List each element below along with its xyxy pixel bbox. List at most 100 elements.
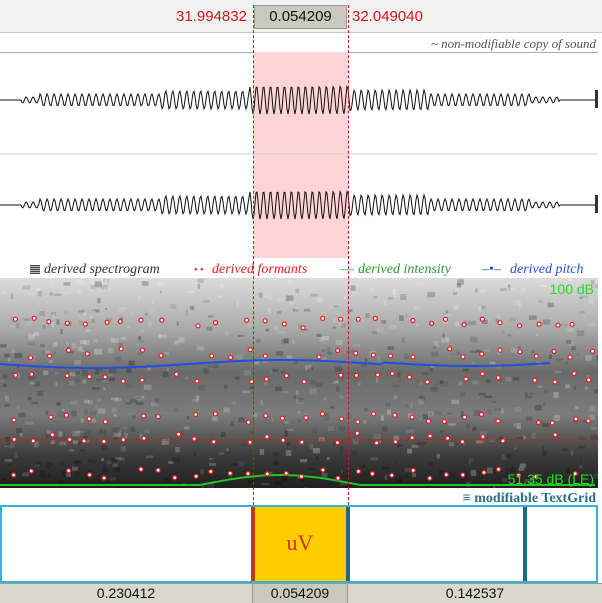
- spectrogram-area[interactable]: [0, 278, 598, 488]
- formant-dot: [371, 353, 375, 357]
- formant-dot: [533, 378, 537, 382]
- formant-dot: [393, 413, 397, 417]
- formant-dot: [194, 413, 198, 417]
- formant-dot: [121, 438, 125, 442]
- formant-dot: [482, 471, 486, 475]
- formant-dot: [300, 440, 304, 444]
- formant-dot: [229, 356, 233, 360]
- formant-dot: [390, 372, 394, 376]
- formant-dot: [372, 412, 376, 416]
- formant-dot: [265, 472, 269, 476]
- formant-dot: [376, 373, 380, 377]
- spectrogram-canvas[interactable]: [0, 278, 598, 488]
- formant-dot: [192, 437, 196, 441]
- formant-dot: [248, 348, 252, 352]
- selection-end-time: 32.049040: [352, 8, 423, 25]
- formant-dot: [462, 323, 466, 327]
- boundary-left[interactable]: [251, 507, 255, 581]
- formant-dot: [29, 356, 33, 360]
- formant-dot: [375, 441, 379, 445]
- selection-end-line: [348, 5, 349, 505]
- formant-dot: [556, 323, 560, 327]
- formant-dot: [14, 373, 18, 377]
- formant-dot: [464, 377, 468, 381]
- selection-duration[interactable]: 0.054209: [253, 584, 348, 603]
- formant-dot: [480, 412, 484, 416]
- formant-dot: [281, 438, 285, 442]
- formant-dot: [356, 420, 360, 424]
- formant-dot: [141, 414, 145, 418]
- formant-dot: [574, 417, 578, 421]
- formant-dot: [282, 322, 286, 326]
- selection-duration-button[interactable]: 0.054209: [254, 5, 347, 29]
- formant-dot: [213, 412, 217, 416]
- formant-dot: [12, 418, 16, 422]
- formant-dot: [586, 419, 590, 423]
- formant-dot: [518, 350, 522, 354]
- formant-dot: [501, 439, 505, 443]
- formant-dot: [210, 354, 214, 358]
- formant-dot: [550, 421, 554, 425]
- formant-dot: [461, 355, 465, 359]
- formant-dot: [496, 376, 500, 380]
- legend-spectrogram[interactable]: derived spectrogram: [44, 262, 160, 278]
- formant-dot: [50, 433, 54, 437]
- formant-dot: [354, 351, 358, 355]
- formant-dot: [336, 476, 340, 480]
- formant-dot: [553, 433, 557, 437]
- formant-dot: [32, 316, 36, 320]
- formant-dot: [47, 320, 51, 324]
- formant-dot: [497, 467, 501, 471]
- formant-dot: [356, 469, 360, 473]
- formant-dot: [174, 372, 178, 376]
- visible-left-duration[interactable]: 0.230412: [0, 584, 253, 603]
- formant-dot: [102, 439, 106, 443]
- formant-dot: [534, 354, 538, 358]
- channel-2-scroll-marker: [595, 195, 598, 213]
- formant-dot: [65, 321, 69, 325]
- visible-right-duration[interactable]: 0.142537: [348, 584, 602, 603]
- formant-dot: [552, 349, 556, 353]
- formant-dot: [480, 317, 484, 321]
- formant-dot: [394, 440, 398, 444]
- grid-icon: [30, 265, 40, 274]
- formant-dot: [245, 318, 249, 322]
- formant-dot: [461, 473, 465, 477]
- formant-dot: [498, 321, 502, 325]
- formant-dot: [587, 378, 591, 382]
- formant-dot: [339, 317, 343, 321]
- formant-dot: [355, 431, 359, 435]
- formant-dot: [299, 475, 303, 479]
- analysis-legend: derived spectrogram • • derived formants…: [0, 260, 602, 278]
- formant-dot: [302, 380, 306, 384]
- formant-dot: [246, 420, 250, 424]
- formant-dot: [82, 439, 86, 443]
- formant-dot: [30, 372, 34, 376]
- formant-dot: [518, 324, 522, 328]
- legend-formants[interactable]: derived formants: [212, 262, 307, 278]
- formant-dot: [156, 415, 160, 419]
- legend-pitch[interactable]: derived pitch: [510, 262, 583, 278]
- formant-dot: [370, 472, 374, 476]
- formant-dot: [85, 352, 89, 356]
- formant-dot: [444, 473, 448, 477]
- formant-dot: [321, 412, 325, 416]
- formant-dot: [536, 421, 540, 425]
- boundary-right[interactable]: [523, 507, 527, 581]
- selection-start-time: 31.994832: [176, 8, 247, 25]
- formant-dot: [408, 375, 412, 379]
- formant-dot: [195, 379, 199, 383]
- formant-dot: [212, 440, 216, 444]
- pitch-marker-icon: –•–: [482, 262, 501, 278]
- formant-dot: [103, 375, 107, 379]
- boundary-middle[interactable]: [346, 507, 350, 581]
- waveform-channel-2: [0, 192, 596, 219]
- interval-text[interactable]: uV: [252, 530, 348, 556]
- formant-dot: [31, 439, 35, 443]
- formant-dot: [411, 468, 415, 472]
- waveforms[interactable]: [0, 52, 598, 258]
- formant-dot: [12, 473, 16, 477]
- formant-dot: [246, 472, 250, 476]
- legend-intensity[interactable]: derived intensity: [358, 262, 451, 278]
- formant-dot: [339, 373, 343, 377]
